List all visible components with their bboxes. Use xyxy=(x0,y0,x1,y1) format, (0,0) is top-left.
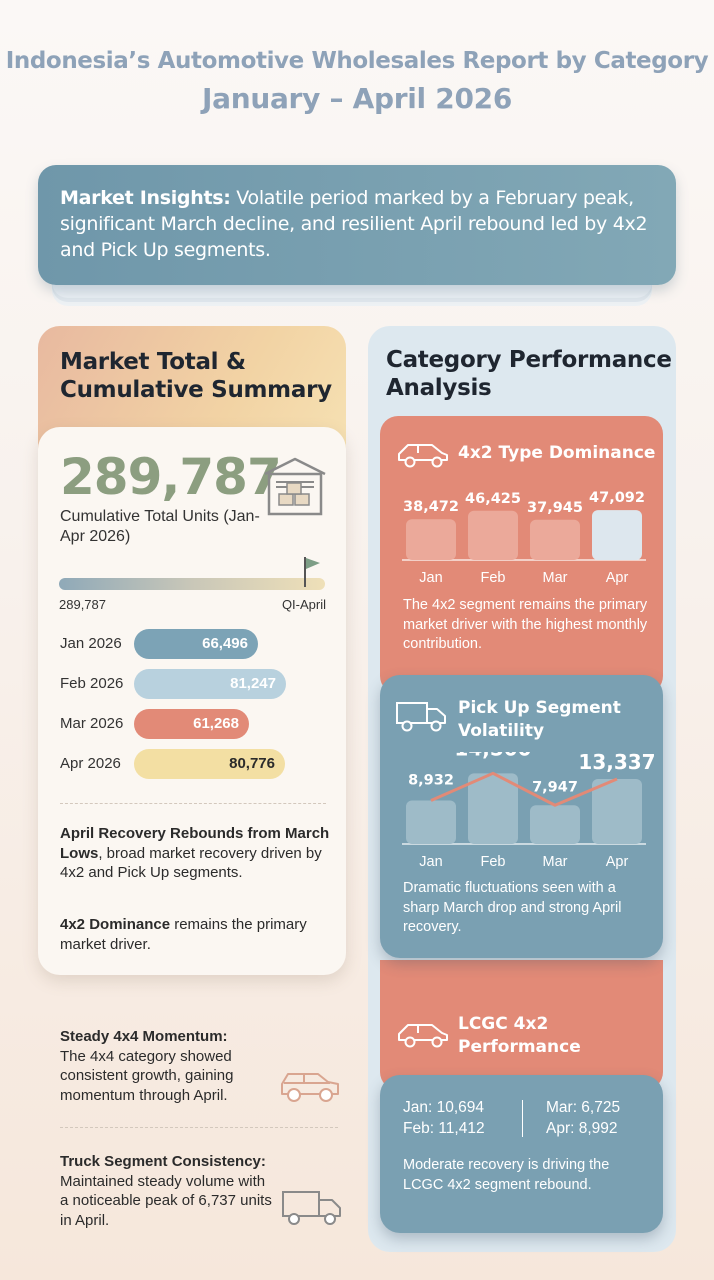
lcgc-mar: Mar: 6,725 xyxy=(546,1099,621,1116)
recovery-text: , broad market recovery driven by 4x2 an… xyxy=(60,844,322,882)
page-subtitle: January – April 2026 xyxy=(201,82,513,115)
warehouse-icon xyxy=(262,456,328,521)
tick-label: Mar xyxy=(543,570,568,586)
data-label: 46,425 xyxy=(465,491,521,507)
steady-4x4-note: Steady 4x4 Momentum: The 4x4 category sho… xyxy=(60,1027,274,1105)
summary-card xyxy=(38,427,346,975)
tick-label: Jan xyxy=(419,570,442,586)
car-icon xyxy=(396,440,450,475)
chart-bar xyxy=(530,805,580,844)
four-by-two-chart: 38,472 Jan 46,425 Feb 37,945 Mar 47,092 Apr xyxy=(402,490,646,586)
dominance-note: 4x2 Dominance remains the primary market… xyxy=(60,915,332,954)
cumulative-total: 289,787 xyxy=(60,448,282,506)
data-label: 14,500 xyxy=(454,752,531,760)
dominance-text: remains the primary market driver. xyxy=(60,916,307,953)
data-label: 37,945 xyxy=(527,500,583,516)
market-insights-banner: Market Insights: Volatile period marked … xyxy=(38,165,676,285)
chart-bar xyxy=(530,519,580,560)
cumulative-total-label: Cumulative Total Units (Jan-Apr 2026) xyxy=(60,508,260,545)
category-heading: Category Performance Analysis xyxy=(386,347,672,401)
data-label: 8,932 xyxy=(408,772,454,788)
month-bar: 81,247 xyxy=(134,669,286,699)
page-title: Indonesia’s Automotive Wholesales Report… xyxy=(5,48,709,74)
lcgc-jan: Jan: 10,694 xyxy=(403,1099,485,1116)
lcgc-text: Moderate recovery is driving the LCGC 4x… xyxy=(403,1157,610,1193)
steady-text: The 4x4 category showed consistent growt… xyxy=(60,1047,234,1104)
data-label: 38,472 xyxy=(403,499,459,515)
month-label: Feb 2026 xyxy=(60,675,124,692)
truck-bold: Truck Segment Consistency: xyxy=(60,1153,266,1170)
steady-bold: Steady 4x4 Momentum: xyxy=(60,1028,228,1045)
truck-segment-note: Truck Segment Consistency: Maintained ste… xyxy=(60,1152,274,1230)
chart-bar xyxy=(406,800,456,844)
data-label: 13,337 xyxy=(578,752,655,774)
lcgc-car-icon xyxy=(396,1020,450,1055)
chart-bar xyxy=(592,778,642,844)
lcgc-divider xyxy=(522,1100,523,1137)
tick-label: Feb xyxy=(481,854,506,870)
recovery-bold: April Recovery Rebounds from March Lows xyxy=(60,825,330,862)
cumulative-progress-bar xyxy=(59,578,325,590)
pickup-title: Pick Up Segment Volatility xyxy=(458,698,621,741)
four-by-two-text: The 4x2 segment remains the primary mark… xyxy=(403,597,648,652)
month-bar: 80,776 xyxy=(134,749,285,779)
month-label: Mar 2026 xyxy=(60,715,124,732)
series-line xyxy=(430,771,618,807)
chart-bar xyxy=(406,519,456,560)
recovery-note: April Recovery Rebounds from March Lows,… xyxy=(60,824,332,883)
tick-label: Apr xyxy=(606,570,629,586)
tick-label: Mar xyxy=(543,854,568,870)
month-label: Apr 2026 xyxy=(60,755,121,772)
data-label: 7,947 xyxy=(532,779,578,795)
month-bar: 61,268 xyxy=(134,709,249,739)
month-label: Jan 2026 xyxy=(60,635,122,652)
flag-icon xyxy=(300,555,324,594)
divider xyxy=(60,803,326,804)
data-label: 47,092 xyxy=(589,490,645,506)
lcgc-feb: Feb: 11,412 xyxy=(403,1120,485,1137)
chart-bar xyxy=(468,773,518,844)
truck-icon xyxy=(280,1186,344,1233)
divider xyxy=(60,1127,338,1128)
pickup-chart: 8,932 Jan 14,500 Feb 7,947 Mar 13,337 Apr xyxy=(402,752,656,870)
month-bar: 66,496 xyxy=(134,629,258,659)
lcgc-title: LCGC 4x2 Performance xyxy=(458,1014,581,1057)
progress-end-label: QI-April xyxy=(281,597,326,612)
tick-label: Feb xyxy=(481,570,506,586)
insight-text: Market Insights: Volatile period marked … xyxy=(60,185,660,263)
dominance-bold: 4x2 Dominance xyxy=(60,916,171,933)
chart-bar xyxy=(592,510,642,560)
lcgc-apr: Apr: 8,992 xyxy=(546,1120,618,1137)
truck-text: Maintained steady volume with a noticeab… xyxy=(60,1172,272,1229)
suv-icon xyxy=(278,1066,342,1111)
progress-start-label: 289,787 xyxy=(59,597,106,612)
pickup-text: Dramatic fluctuations seen with a sharp … xyxy=(403,880,622,935)
tick-label: Apr xyxy=(606,854,629,870)
tick-label: Jan xyxy=(419,854,442,870)
pickup-truck-icon xyxy=(395,698,449,739)
summary-heading: Market Total & Cumulative Summary xyxy=(60,349,332,403)
four-by-two-title: 4x2 Type Dominance xyxy=(458,443,656,463)
lcgc-values-card xyxy=(380,1075,663,1233)
insight-body: Volatile period marked by a February pea… xyxy=(60,187,648,261)
chart-bar xyxy=(468,510,518,560)
insight-label: Market Insights: xyxy=(60,187,231,209)
